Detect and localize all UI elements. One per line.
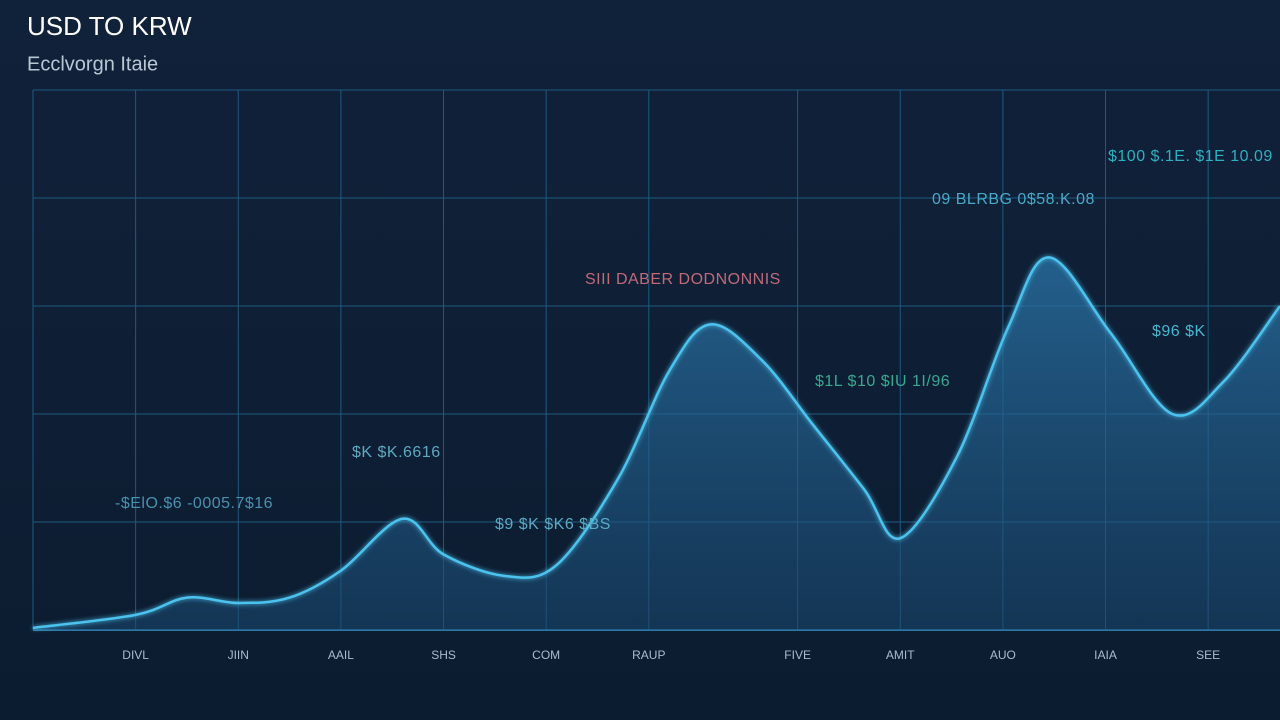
x-tick-label: COM [532, 648, 560, 662]
x-tick-label: AMIT [886, 648, 915, 662]
chart-title: USD TO KRW [27, 11, 192, 41]
annotation: $96 $K [1152, 323, 1206, 340]
x-tick-label: SEE [1196, 648, 1220, 662]
annotation: 09 BLRBG 0$58.K.08 [932, 191, 1095, 208]
x-tick-label: SHS [431, 648, 456, 662]
annotation: $9 $K $K6 $BS [495, 516, 611, 533]
chart-subtitle: Ecclvorgn Itaie [27, 53, 158, 75]
x-tick-label: AAIL [328, 648, 354, 662]
plot [32, 256, 1280, 630]
line [32, 256, 1280, 630]
annotation: $K $K.6616 [352, 444, 441, 461]
x-tick-label: AUO [990, 648, 1016, 662]
area-fill [33, 257, 1280, 630]
annotation: $100 $.1E. $1E 10.09 [1108, 148, 1273, 165]
x-tick-label: FIVE [784, 648, 811, 662]
x-tick-label: JIIN [228, 648, 249, 662]
x-tick-label: DIVL [122, 648, 149, 662]
x-tick-label: IAIA [1094, 648, 1117, 662]
annotation: SIII DABER DODNONNIS [585, 271, 781, 288]
annotation: $1L $10 $IU 1I/96 [815, 373, 950, 390]
annotation: -$ElO.$6 -0005.7$16 [115, 495, 273, 512]
x-tick-label: RAUP [632, 648, 665, 662]
